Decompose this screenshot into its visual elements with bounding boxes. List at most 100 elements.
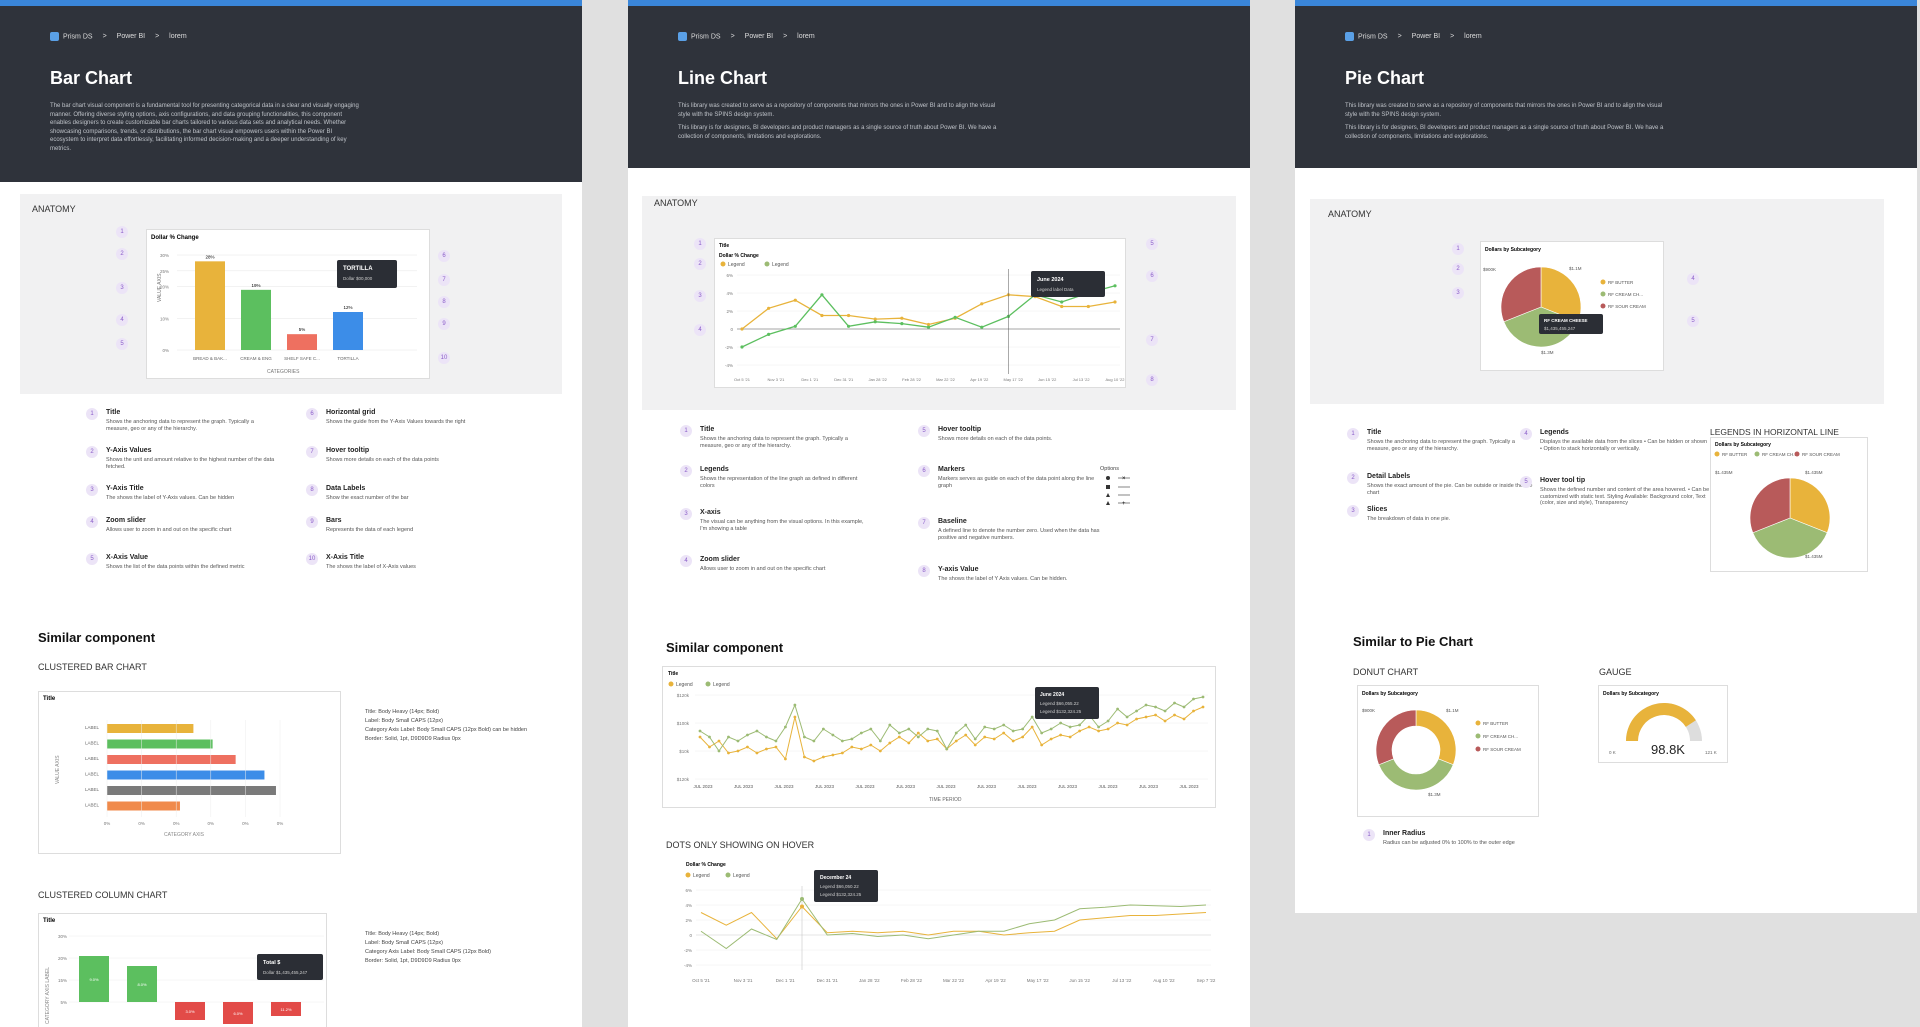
crumb-level1[interactable]: Power BI [744,33,774,40]
y-tick: 0% [162,348,169,353]
crumb-level2[interactable]: lorem [1464,33,1482,40]
marker-diamond-option [1106,493,1110,497]
tooltip-line: Legend $66,055.22 [1040,701,1079,706]
marker [900,322,904,326]
data-label: 5% [299,327,306,332]
marker [708,735,711,739]
bar [287,334,317,350]
hover-tooltip [814,870,878,902]
marker [954,739,958,743]
x-tick: Feb 28 '22 [901,978,923,983]
pie-slice [1749,477,1791,534]
y-tick: 0 [689,933,692,938]
marker [1059,733,1063,737]
bar [107,755,236,764]
crumb-level2[interactable]: lorem [797,33,815,40]
marker [1097,729,1101,733]
crumb-level2[interactable]: lorem [169,33,187,40]
x-axis-title: CATEGORIES [267,369,300,375]
marker [1011,739,1015,743]
marker [888,741,892,745]
marker [736,739,740,743]
y-tick: -2% [684,948,692,953]
legend-label: RF CREAM CH... [1762,452,1797,457]
marker-circle-option [1106,476,1110,480]
x-tick: JUL 2023 [1179,784,1199,789]
x-tick: JUL 2023 [693,784,713,789]
hover-marker [800,897,804,901]
marker [1060,304,1064,309]
tooltip-title: June 2024 [1037,277,1065,283]
marker [935,737,939,741]
x-tick: Oct 5 '21 [692,978,710,983]
item-description: Shows the unit and amount relative to th… [106,457,275,470]
note: Border: Solid, 1pt, D9D9D9 Radius 0px [365,958,461,964]
pie-slice [1375,709,1417,766]
series-line [699,706,1204,762]
tooltip-line: Legend $66,050.22 [820,884,859,889]
plot-area: 6% 4% 2% 0 -2% -4% Oct 5 '21 Nov 3 '21 Dec 1 '21… [684,886,1216,983]
data-label: 6.0% [233,1011,243,1016]
marker-number: 1 [86,408,98,420]
x-tick: Dec 31 '21 [834,377,854,382]
marker [1201,705,1205,709]
legend-label: RF BUTTER [1722,452,1748,457]
chart-title: Title [43,696,56,702]
legends-horizontal-label: LEGENDS IN HORIZONTAL LINE [1710,427,1839,437]
marker [1182,705,1186,709]
bar-chart-panel: Prism DS > Power BI > lorem Bar Chart Th… [0,0,582,1027]
marker [1068,735,1072,739]
item-description: Shows more details on each of the data p… [938,436,1053,442]
marker [1154,713,1157,717]
marker [954,731,958,735]
legend-label: RF CREAM CH... [1483,734,1518,739]
bar [107,724,194,733]
marker-number: 3 [86,484,98,496]
x-tick: JUL 2023 [936,784,956,789]
crumb-level1[interactable]: Power BI [1411,33,1441,40]
legend-label: Legend [693,873,710,879]
data-label: 8.0% [137,982,147,987]
marker-number: 2 [694,258,706,270]
item-description: Radius can be adjusted 0% to 100% to the… [1383,840,1515,846]
y-tick: 30% [58,934,67,939]
detail-label: $1.435M [1805,470,1823,475]
marker [1040,731,1044,735]
marker [1113,284,1117,288]
detail-label: $900K [1362,708,1375,713]
marker-number: 6 [918,465,930,477]
data-label: 28% [205,254,214,259]
marker [850,745,854,749]
marker-number: 5 [1687,315,1699,327]
marker [1097,725,1101,729]
donut-chart: Dollars by Subcategory $1.1M $900K $1.3M… [1362,691,1521,797]
y-tick: 25% [160,269,169,274]
anatomy-label: ANATOMY [32,204,76,214]
donut-card: Dollars by Subcategory $1.1M $900K $1.3M… [1357,685,1539,817]
crumb-brand[interactable]: Prism DS [50,32,93,41]
note: Category Axis Label: Body Small CAPS (12… [365,949,491,955]
description-paragraph: This library is for designers, BI develo… [1345,125,1664,140]
legend-dot [1754,451,1760,457]
marker-number: 4 [1520,428,1532,440]
x-tick: JUL 2023 [1139,784,1159,789]
marker [926,322,931,327]
marker [698,729,702,733]
item-title: Title [1367,429,1382,436]
marker [1173,713,1176,717]
marker [802,755,806,759]
marker [784,725,787,729]
crumb-level1[interactable]: Power BI [116,33,146,40]
crumb-brand[interactable]: Prism DS [678,32,721,41]
marker [802,735,806,739]
marker [945,747,949,751]
description-paragraph: This library was created to serve as a r… [678,103,996,118]
detail-label: $1.435M [1805,554,1823,559]
detail-label: $1.1M [1446,708,1459,713]
crumb-brand[interactable]: Prism DS [1345,32,1388,41]
prism-logo-icon [50,32,59,41]
marker [746,745,749,749]
marker [983,735,987,739]
detail-label: $1.435M [1715,470,1733,475]
legend-dot [1475,746,1481,752]
